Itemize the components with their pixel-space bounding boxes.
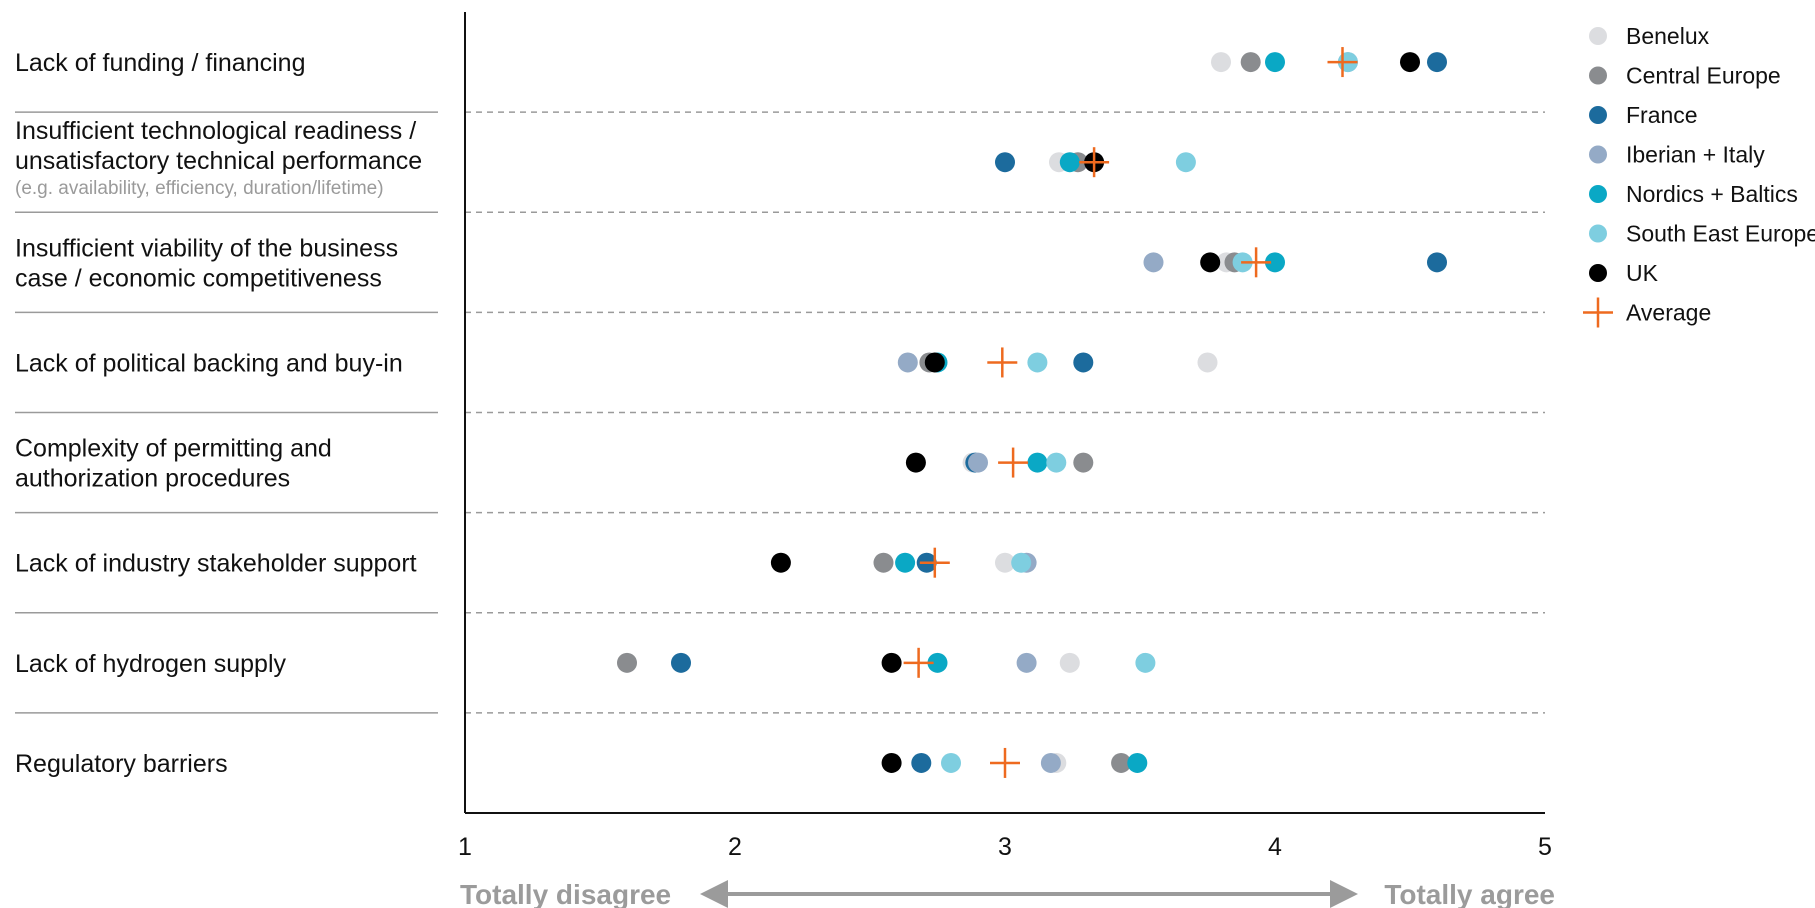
point-france	[911, 752, 932, 773]
category-label: Lack of industry stakeholder support	[15, 550, 417, 578]
point-iberian-italy	[897, 352, 918, 373]
point-nordics-baltics	[1265, 52, 1285, 73]
point-average	[919, 547, 950, 578]
point-benelux	[1197, 352, 1218, 373]
point-average	[903, 647, 934, 678]
row-separators	[15, 111, 1545, 714]
legend-label-central-europe: Central Europe	[1626, 63, 1781, 89]
point-benelux	[995, 552, 1015, 573]
scale-arrow-right-head	[1330, 880, 1358, 908]
point-uk	[905, 452, 926, 473]
point-uk	[881, 652, 902, 673]
point-nordics-baltics	[1027, 452, 1048, 473]
point-uk	[770, 552, 791, 573]
point-iberian-italy	[1040, 752, 1061, 773]
point-france	[995, 152, 1015, 173]
legend-label-nordics-baltics: Nordics + Baltics	[1626, 181, 1798, 207]
point-france	[1073, 352, 1094, 373]
point-central-europe	[873, 552, 894, 573]
point-central-europe	[1111, 752, 1132, 773]
legend-marker-central-europe	[1589, 66, 1607, 85]
point-average	[987, 347, 1018, 378]
axes	[464, 12, 1545, 814]
legend-marker-benelux	[1589, 27, 1607, 45]
point-central-europe	[617, 652, 637, 673]
scale-arrow-left-head	[700, 880, 728, 908]
category-labels: Lack of funding / financing Insufficient …	[15, 49, 422, 778]
point-south-east-europe	[1046, 452, 1067, 473]
category-label: Complexity of permitting and	[15, 435, 332, 463]
point-iberian-italy	[1016, 652, 1037, 673]
scale-right-label: Totally agree	[1384, 879, 1555, 908]
legend-marker-south-east-europe	[1589, 224, 1607, 243]
x-tick-label: 2	[728, 833, 742, 861]
point-benelux	[1059, 652, 1080, 673]
point-benelux	[1211, 52, 1231, 73]
x-tick-label: 5	[1538, 833, 1552, 861]
point-uk	[881, 752, 902, 773]
legend-label-south-east-europe: South East Europe	[1626, 221, 1815, 247]
point-nordics-baltics	[927, 652, 948, 673]
legend-marker-uk	[1589, 264, 1607, 282]
category-label: authorization procedures	[15, 465, 290, 493]
point-average	[1327, 47, 1358, 78]
point-uk	[1400, 52, 1420, 73]
x-tick-label: 1	[458, 833, 472, 861]
point-france	[671, 652, 691, 673]
point-south-east-europe	[941, 752, 961, 773]
legend-marker-iberian-italy	[1589, 145, 1607, 164]
legend-label-france: France	[1626, 102, 1698, 128]
legend-marker-nordics-baltics	[1589, 185, 1607, 203]
point-south-east-europe	[1027, 352, 1048, 373]
scale-left-label: Totally disagree	[460, 879, 671, 908]
category-label: Lack of funding / financing	[15, 49, 305, 77]
point-france	[1427, 52, 1447, 73]
point-average	[1079, 147, 1110, 178]
legend-label-iberian-italy: Iberian + Italy	[1626, 142, 1765, 168]
point-south-east-europe	[1135, 652, 1156, 673]
legend-label-uk: UK	[1626, 260, 1659, 286]
legend: Benelux Central Europe France Iberian + Ita…	[1583, 23, 1815, 328]
legend-label-average: Average	[1626, 300, 1711, 326]
point-central-europe	[1073, 452, 1094, 473]
x-tick-label: 4	[1268, 833, 1282, 861]
point-average	[998, 447, 1029, 478]
point-iberian-italy	[968, 452, 988, 473]
category-note: (e.g. availability, efficiency, duration…	[15, 178, 384, 199]
agreement-scale: Totally disagree Totally agree	[460, 879, 1555, 908]
legend-marker-average	[1583, 297, 1613, 328]
point-nordics-baltics	[895, 552, 916, 573]
category-label: Regulatory barriers	[15, 750, 228, 778]
point-south-east-europe	[1175, 152, 1196, 173]
point-iberian-italy	[1143, 252, 1164, 273]
point-nordics-baltics	[1265, 252, 1285, 273]
x-tick-label: 3	[998, 833, 1012, 861]
point-uk	[924, 352, 945, 373]
legend-marker-france	[1589, 106, 1607, 124]
point-nordics-baltics	[1127, 752, 1148, 773]
point-average	[1241, 247, 1272, 278]
point-central-europe	[1240, 52, 1261, 73]
category-label: case / economic competitiveness	[15, 264, 382, 292]
point-average	[990, 747, 1020, 778]
category-label: unsatisfactory technical performance	[15, 147, 422, 175]
point-uk	[1200, 252, 1221, 273]
point-france	[1427, 252, 1447, 273]
category-label: Lack of hydrogen supply	[15, 650, 287, 678]
point-nordics-baltics	[1059, 152, 1080, 173]
category-label: Insufficient technological readiness /	[15, 117, 416, 145]
data-points	[617, 47, 1447, 778]
category-label: Lack of political backing and buy-in	[15, 349, 403, 377]
legend-label-benelux: Benelux	[1626, 23, 1710, 49]
category-label: Insufficient viability of the business	[15, 234, 398, 262]
point-south-east-europe	[1011, 552, 1032, 573]
x-tick-labels: 1 2 3 4 5	[458, 833, 1552, 861]
